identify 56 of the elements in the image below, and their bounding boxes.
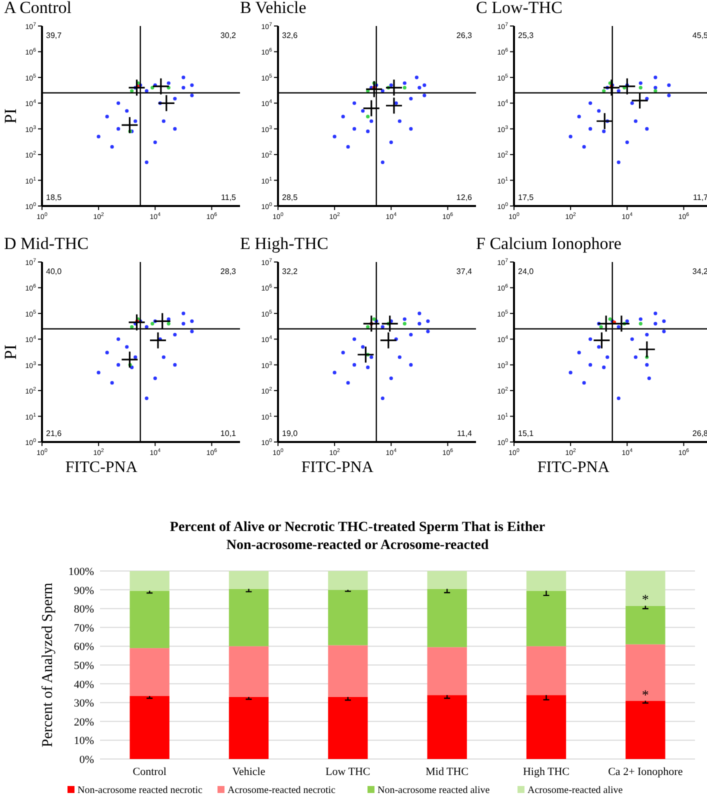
y-axis-title: Percent of Analyzed Sperm (40, 582, 56, 748)
y-tick-label: 80% (74, 604, 94, 616)
y-tick-label: 20% (74, 716, 94, 728)
y-tick-label: 100% (68, 566, 94, 578)
legend-label: Acrosome-reacted necrotic (228, 785, 336, 796)
annotation: 19,0 (282, 429, 298, 438)
x-axis-title: FITC-PNA (301, 459, 374, 476)
annotation: 28,5 (282, 193, 298, 202)
y-tick-label: 0% (79, 754, 94, 766)
x-tick-label: High THC (522, 766, 570, 778)
annotation: 26,3 (456, 31, 473, 40)
annotation: 39,7 (46, 31, 62, 40)
annotation: 25,3 (518, 31, 534, 40)
x-tick-label: Ca 2+ Ionophore (608, 766, 683, 778)
annotation: 24,0 (518, 267, 534, 276)
chart-title: F Calcium Ionophore (476, 234, 622, 253)
annotation: 28,3 (220, 267, 237, 276)
annotation: 10,1 (220, 429, 237, 438)
x-axis-title: FITC-PNA (537, 459, 610, 476)
annotation: * (642, 688, 649, 704)
legend-label: Acrosome-reacted alive (528, 785, 624, 796)
annotation: 15,1 (518, 429, 534, 438)
annotation: 32,6 (282, 31, 298, 40)
y-tick-label: 30% (74, 698, 94, 710)
annotation: 18,5 (46, 193, 62, 202)
annotation: 17,5 (518, 193, 534, 202)
chart-title: Percent of Alive or Necrotic THC-treated Sperm That is Either Non-acrosome-reacted or Acrosome-reacted (170, 520, 546, 553)
annotation: 40,0 (46, 267, 62, 276)
x-axis-title: FITC-PNA (65, 459, 138, 476)
legend-label: Non-acrosome reacted necrotic (78, 785, 203, 796)
y-tick-label: 90% (74, 584, 94, 597)
chart-title: D Mid-THC (4, 234, 89, 253)
y-axis-title: PI (1, 344, 20, 360)
x-tick-label: Mid THC (426, 766, 469, 778)
annotation: 11,4 (457, 429, 473, 438)
annotation: 37,4 (456, 267, 473, 276)
annotation: 11,5 (221, 193, 237, 202)
y-tick-label: 70% (74, 622, 94, 634)
chart-title: A Control (4, 0, 72, 17)
annotation: 21,6 (46, 429, 62, 438)
y-tick-label: 40% (74, 678, 94, 691)
legend-label: Non-acrosome reacted alive (378, 785, 490, 796)
x-tick-label: Low THC (326, 766, 370, 778)
x-tick-label: Vehicle (232, 766, 266, 778)
y-axis-title: PI (1, 108, 20, 124)
chart-title: C Low-THC (476, 0, 562, 17)
annotation: 30,2 (220, 31, 237, 40)
annotation: * (642, 592, 649, 608)
chart-title: B Vehicle (240, 0, 306, 17)
y-tick-label: 10% (74, 735, 94, 748)
y-tick-label: 60% (74, 641, 94, 654)
y-tick-label: 50% (74, 660, 94, 672)
annotation: 12,6 (456, 193, 473, 202)
chart-title: E High-THC (240, 234, 328, 253)
x-tick-label: Control (132, 766, 166, 778)
annotation: 32,2 (282, 267, 298, 276)
